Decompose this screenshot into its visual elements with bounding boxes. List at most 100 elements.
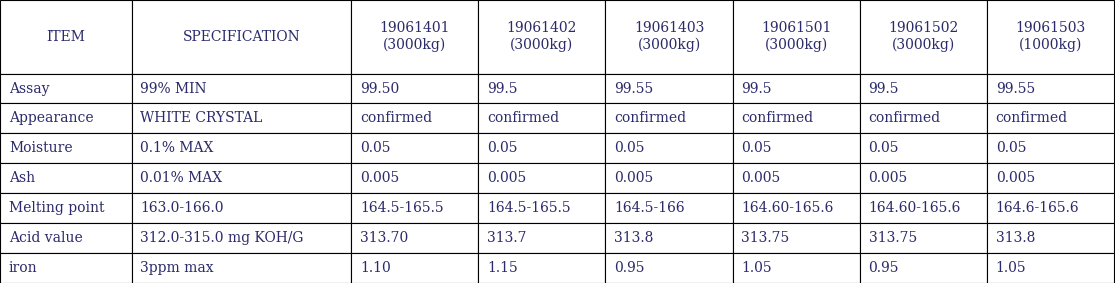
Bar — [351, 74, 478, 104]
Bar — [987, 223, 1114, 253]
Bar — [733, 193, 860, 223]
Text: Assay: Assay — [9, 82, 49, 96]
Text: Moisture: Moisture — [9, 142, 72, 155]
Text: 0.1% MAX: 0.1% MAX — [140, 142, 214, 155]
Bar — [478, 74, 605, 104]
Text: 99.55: 99.55 — [996, 82, 1035, 96]
Bar — [0, 253, 132, 283]
Text: 0.005: 0.005 — [487, 171, 526, 185]
Text: confirmed: confirmed — [614, 112, 687, 125]
Bar — [733, 253, 860, 283]
Bar — [987, 163, 1114, 193]
Bar — [860, 163, 987, 193]
Text: 1.05: 1.05 — [996, 261, 1026, 275]
Text: 164.60-165.6: 164.60-165.6 — [741, 201, 834, 215]
Bar — [733, 223, 860, 253]
Text: 0.005: 0.005 — [614, 171, 653, 185]
Text: 0.01% MAX: 0.01% MAX — [140, 171, 223, 185]
Bar — [351, 0, 478, 74]
Bar — [987, 0, 1114, 74]
Bar — [733, 104, 860, 133]
Text: 0.05: 0.05 — [487, 142, 517, 155]
Bar — [478, 193, 605, 223]
Bar — [132, 0, 351, 74]
Text: ITEM: ITEM — [47, 30, 85, 44]
Text: 313.70: 313.70 — [360, 231, 408, 245]
Text: 164.5-165.5: 164.5-165.5 — [487, 201, 571, 215]
Text: 164.6-165.6: 164.6-165.6 — [996, 201, 1079, 215]
Text: 1.15: 1.15 — [487, 261, 518, 275]
Bar — [733, 133, 860, 163]
Bar — [478, 104, 605, 133]
Text: 99.55: 99.55 — [614, 82, 653, 96]
Text: 99.5: 99.5 — [741, 82, 772, 96]
Bar — [605, 193, 733, 223]
Bar — [605, 163, 733, 193]
Bar — [605, 253, 733, 283]
Bar — [478, 133, 605, 163]
Bar — [0, 223, 132, 253]
Bar — [132, 223, 351, 253]
Text: WHITE CRYSTAL: WHITE CRYSTAL — [140, 112, 263, 125]
Text: 0.05: 0.05 — [869, 142, 899, 155]
Text: 313.8: 313.8 — [614, 231, 653, 245]
Text: 0.05: 0.05 — [996, 142, 1026, 155]
Text: 0.05: 0.05 — [614, 142, 644, 155]
Bar — [860, 193, 987, 223]
Bar — [987, 253, 1114, 283]
Text: 1.10: 1.10 — [360, 261, 391, 275]
Text: confirmed: confirmed — [996, 112, 1068, 125]
Text: 19061403
(3000kg): 19061403 (3000kg) — [633, 22, 705, 52]
Bar — [478, 163, 605, 193]
Bar — [860, 74, 987, 104]
Text: 0.05: 0.05 — [360, 142, 390, 155]
Text: 19061503
(1000kg): 19061503 (1000kg) — [1015, 22, 1086, 52]
Text: 0.05: 0.05 — [741, 142, 772, 155]
Bar — [605, 223, 733, 253]
Text: 0.95: 0.95 — [614, 261, 644, 275]
Bar — [132, 193, 351, 223]
Bar — [733, 0, 860, 74]
Bar — [605, 74, 733, 104]
Bar — [132, 133, 351, 163]
Bar — [860, 223, 987, 253]
Text: 164.60-165.6: 164.60-165.6 — [869, 201, 961, 215]
Bar — [478, 0, 605, 74]
Bar — [351, 253, 478, 283]
Bar — [0, 193, 132, 223]
Bar — [132, 163, 351, 193]
Bar — [351, 163, 478, 193]
Text: 1.05: 1.05 — [741, 261, 772, 275]
Text: 0.95: 0.95 — [869, 261, 899, 275]
Text: 0.005: 0.005 — [741, 171, 780, 185]
Bar — [733, 74, 860, 104]
Text: confirmed: confirmed — [360, 112, 433, 125]
Text: 99.5: 99.5 — [869, 82, 899, 96]
Bar — [132, 253, 351, 283]
Text: 99% MIN: 99% MIN — [140, 82, 207, 96]
Text: confirmed: confirmed — [487, 112, 560, 125]
Text: 313.8: 313.8 — [996, 231, 1035, 245]
Bar — [987, 193, 1114, 223]
Text: 312.0-315.0 mg KOH/G: 312.0-315.0 mg KOH/G — [140, 231, 304, 245]
Text: 99.5: 99.5 — [487, 82, 517, 96]
Bar — [733, 163, 860, 193]
Text: 19061401
(3000kg): 19061401 (3000kg) — [379, 22, 450, 52]
Text: 99.50: 99.50 — [360, 82, 399, 96]
Text: Ash: Ash — [9, 171, 35, 185]
Bar — [987, 133, 1114, 163]
Text: 0.005: 0.005 — [869, 171, 908, 185]
Text: 313.75: 313.75 — [741, 231, 789, 245]
Bar — [351, 133, 478, 163]
Bar — [0, 163, 132, 193]
Bar — [860, 253, 987, 283]
Bar — [132, 104, 351, 133]
Bar — [987, 104, 1114, 133]
Text: 164.5-165.5: 164.5-165.5 — [360, 201, 444, 215]
Text: 0.005: 0.005 — [996, 171, 1035, 185]
Bar — [351, 193, 478, 223]
Bar — [605, 104, 733, 133]
Text: 19061402
(3000kg): 19061402 (3000kg) — [506, 22, 578, 52]
Text: SPECIFICATION: SPECIFICATION — [183, 30, 300, 44]
Text: Melting point: Melting point — [9, 201, 105, 215]
